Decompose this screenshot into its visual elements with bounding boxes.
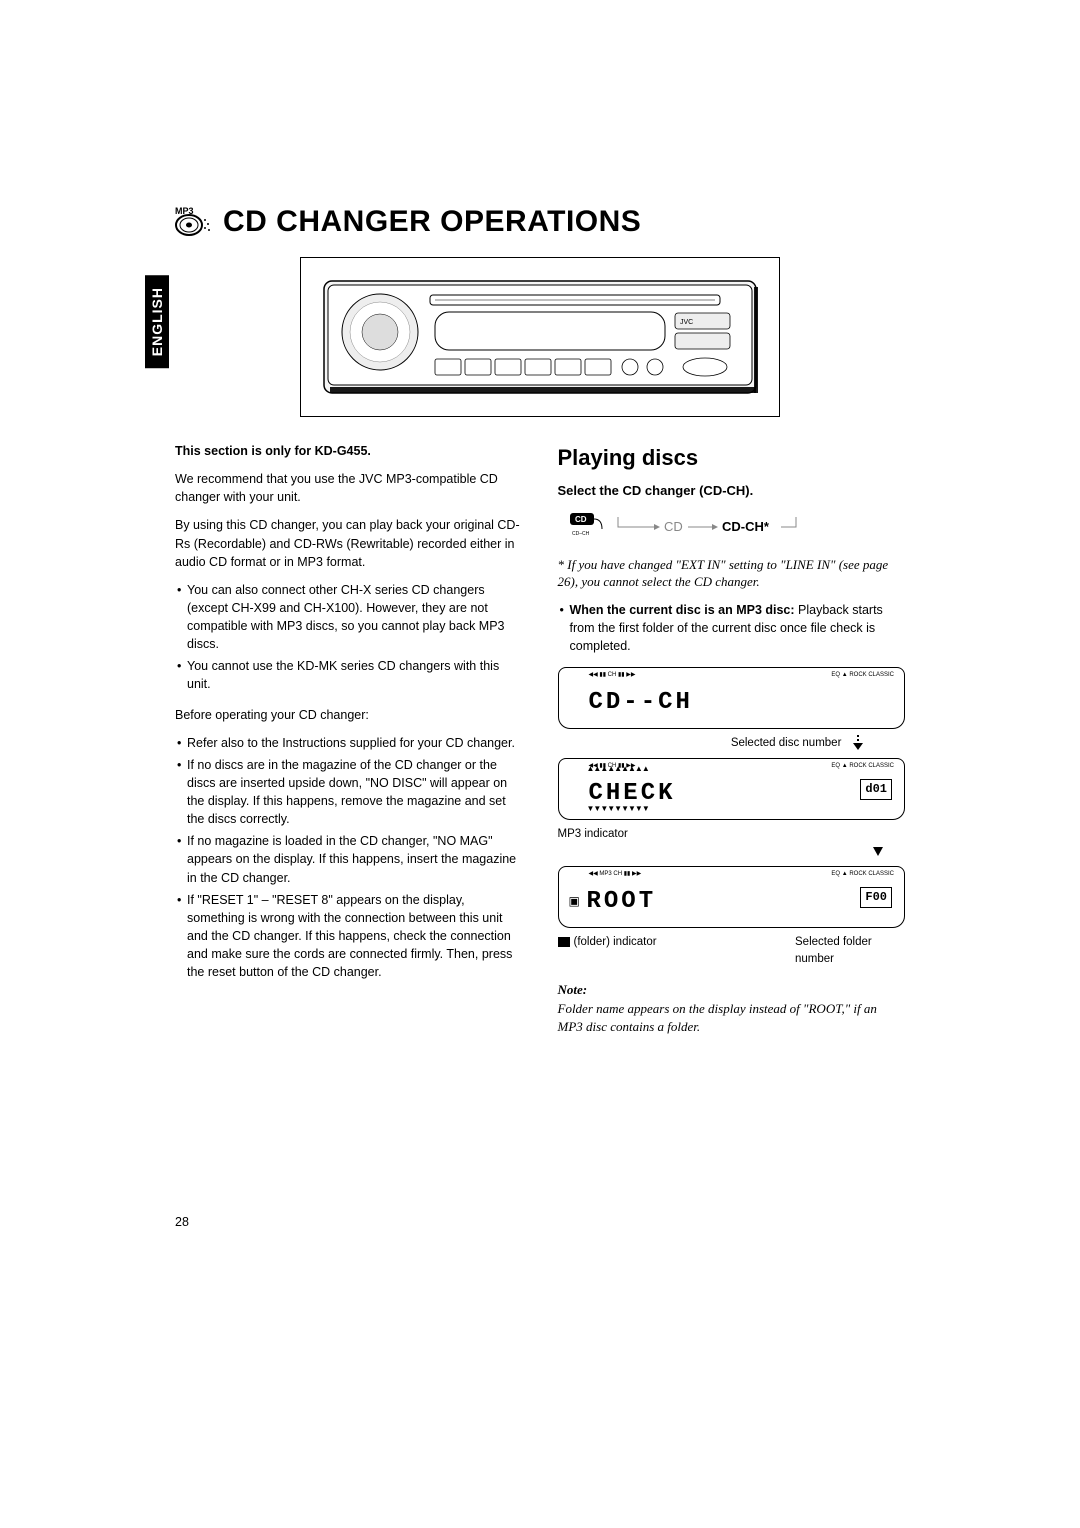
intro-bullet-1: You can also connect other CH-X series C… [175,581,523,654]
svg-text:CD: CD [575,515,587,524]
display-stack: ◀◀ ▮▮ CH ▮▮ ▶▶EQ ▲ ROCK CLASSIC CD--CH S… [558,667,906,967]
display-2-indicators: ◀◀ ▮▮ CH ▮▮ ▶▶EQ ▲ ROCK CLASSIC [589,762,895,771]
cd-button-icon: CD CD–CH [568,511,608,544]
disc-icon-group: MP3 [175,206,213,239]
cd-select-diagram: CD CD–CH CD CD-CH* [568,511,906,544]
left-column: This section is only for KD-G455. We rec… [175,442,523,1035]
section-note: This section is only for KD-G455. [175,442,523,460]
folder-disp-icon: ▣ [569,893,580,910]
display-3: ◀◀ MP3 CH ▮▮ ▶▶EQ ▲ ROCK CLASSIC ▣ ROOT … [558,866,906,928]
two-column-layout: This section is only for KD-G455. We rec… [175,442,905,1035]
display-1-indicators: ◀◀ ▮▮ CH ▮▮ ▶▶EQ ▲ ROCK CLASSIC [589,671,895,680]
folder-icon [558,937,570,947]
right-column: Playing discs Select the CD changer (CD-… [558,442,906,1035]
display-2: ▲▲▲▲▲▲▲▲▲ ◀◀ ▮▮ CH ▮▮ ▶▶EQ ▲ ROCK CLASSI… [558,758,906,820]
display-1-text: CD--CH [589,686,693,721]
caption-mp3: MP3 indicator [558,826,906,860]
before-bullets: Refer also to the Instructions supplied … [175,734,523,982]
arrow-down-icon [851,735,865,751]
star-footnote: * If you have changed "EXT IN" setting t… [558,556,906,591]
mp3-bullet-list: When the current disc is an MP3 disc: Pl… [558,601,906,655]
display-1: ◀◀ ▮▮ CH ▮▮ ▶▶EQ ▲ ROCK CLASSIC CD--CH [558,667,906,729]
before-b3: If no magazine is loaded in the CD chang… [175,832,523,886]
display-2-small: d01 [860,779,892,800]
note-body: Folder name appears on the display inste… [558,1000,906,1035]
caption-row-bottom: (folder) indicator Selected folder numbe… [558,934,906,967]
title-row: MP3 CD CHANGER OPERATIONS [175,205,905,239]
display-3-indicators: ◀◀ MP3 CH ▮▮ ▶▶EQ ▲ ROCK CLASSIC [589,870,895,879]
unit-illustration-frame: JVC [300,257,780,417]
mp3-bullet: When the current disc is an MP3 disc: Pl… [558,601,906,655]
caption-selected-disc: Selected disc number [558,735,906,752]
select-changer-heading: Select the CD changer (CD-CH). [558,482,906,501]
mp3-bullet-bold: When the current disc is an MP3 disc: [570,603,795,617]
display-2-tri-down: ▼▼▼▼▼▼▼▼▼ [587,803,649,815]
caption-selected-folder: Selected folder number [795,934,905,967]
playing-discs-heading: Playing discs [558,442,906,474]
display-3-small: F00 [860,887,892,908]
intro-p1: We recommend that you use the JVC MP3-co… [175,470,523,506]
language-tab: ENGLISH [145,275,169,368]
page-title: CD CHANGER OPERATIONS [223,205,641,239]
caption-folder-ind: (folder) indicator [558,934,657,967]
head-unit-illustration: JVC [320,277,760,397]
svg-text:CD: CD [664,519,683,534]
before-b1: Refer also to the Instructions supplied … [175,734,523,752]
svg-text:CD–CH: CD–CH [572,531,590,537]
svg-text:JVC: JVC [680,319,693,326]
before-b4: If "RESET 1" – "RESET 8" appears on the … [175,891,523,982]
svg-text:CD-CH*: CD-CH* [722,519,770,534]
arrow-down-2 [558,843,906,860]
page-number: 28 [175,1215,189,1229]
intro-p2: By using this CD changer, you can play b… [175,516,523,570]
before-heading: Before operating your CD changer: [175,706,523,724]
note-heading: Note: [558,981,906,1000]
cd-flow-arrow: CD CD-CH* [616,514,816,540]
before-b2: If no discs are in the magazine of the C… [175,756,523,829]
display-3-text: ROOT [587,885,657,920]
intro-bullets: You can also connect other CH-X series C… [175,581,523,694]
disc-icon [175,214,213,239]
page-content: MP3 CD CHANGER OPERATIONS [175,205,905,1035]
intro-bullet-2: You cannot use the KD-MK series CD chang… [175,657,523,693]
